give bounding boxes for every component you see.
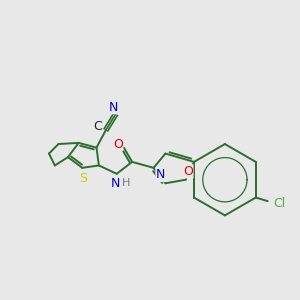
Text: O: O — [113, 138, 123, 151]
Text: Cl: Cl — [273, 197, 286, 210]
Text: N: N — [111, 177, 120, 190]
Text: N: N — [109, 101, 118, 114]
Text: S: S — [80, 172, 87, 185]
Text: N: N — [156, 169, 165, 182]
Text: H: H — [122, 178, 130, 188]
Text: C: C — [93, 120, 102, 133]
Text: O: O — [183, 165, 193, 178]
